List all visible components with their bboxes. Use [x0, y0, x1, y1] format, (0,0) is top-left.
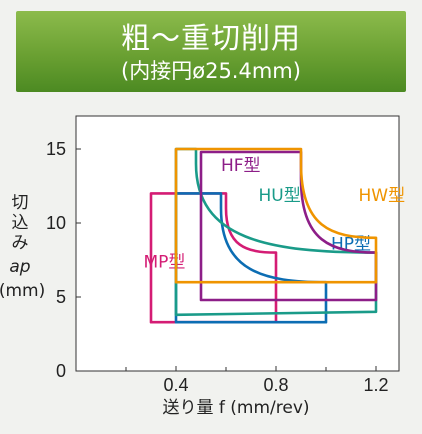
ytick-label-3: 15 — [46, 139, 66, 159]
ytick-label-0: 0 — [56, 361, 66, 381]
xtick-label-0: 0.4 — [163, 375, 188, 395]
series-label-0: MP型 — [144, 252, 186, 272]
ylabel-char-2: み — [12, 233, 29, 253]
ylabel-char-1: 込 — [12, 213, 29, 233]
series-outline-0 — [149, 192, 278, 324]
chart-title: 粗～重切削用 — [120, 21, 301, 55]
series-outline-4 — [174, 147, 378, 284]
chart-subtitle: (内接円ø25.4mm) — [121, 59, 301, 83]
xtick-label-2: 1.2 — [363, 375, 388, 395]
ylabel-char-3: ap — [9, 257, 30, 277]
chart-header: 粗～重切削用 (内接円ø25.4mm) — [16, 11, 406, 92]
xlabel: 送り量 f (mm/rev) — [162, 398, 309, 418]
ylabel-char-4: (mm) — [0, 281, 45, 301]
ytick-label-2: 10 — [46, 213, 66, 233]
series-label-3: HF型 — [221, 156, 261, 176]
xtick-label-1: 0.8 — [263, 375, 288, 395]
ylabel-char-0: 切 — [12, 193, 29, 213]
series-label-4: HW型 — [359, 186, 406, 206]
series-label-2: HU型 — [259, 186, 301, 206]
ytick-label-1: 5 — [56, 287, 66, 307]
